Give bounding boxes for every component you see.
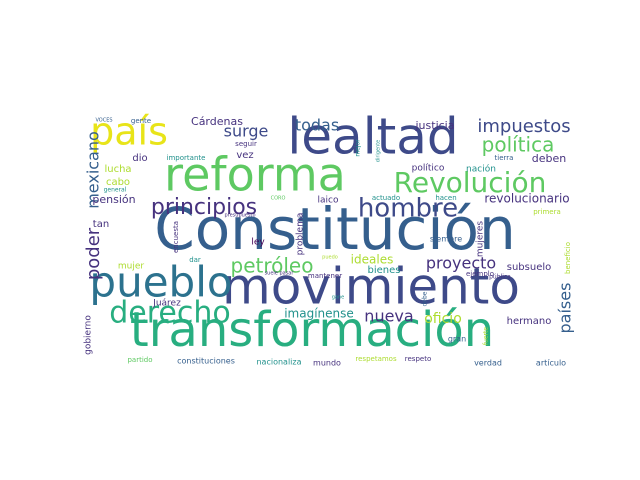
cloud-word: poder <box>83 227 104 280</box>
cloud-word: primera <box>533 208 561 216</box>
cloud-word: gran <box>448 335 466 344</box>
cloud-word: VOCES <box>95 118 112 124</box>
cloud-word: deben <box>532 152 567 165</box>
cloud-word: nación <box>466 164 496 175</box>
cloud-word: movimiento <box>222 258 520 316</box>
cloud-word: dirigente <box>376 140 382 162</box>
cloud-word: pueblo <box>89 258 232 307</box>
cloud-word: suele pasar <box>265 271 295 277</box>
cloud-word: reforma <box>164 148 346 202</box>
cloud-word: principios <box>151 195 257 220</box>
cloud-word: tierra <box>495 154 514 162</box>
cloud-word: ideales <box>351 253 394 267</box>
cloud-word: país <box>90 110 168 154</box>
cloud-word: puedo <box>322 255 338 261</box>
cloud-word: todas <box>295 116 339 135</box>
cloud-word: problema <box>296 213 306 256</box>
cloud-word: proyecto <box>426 254 496 273</box>
cloud-word: mantener <box>308 272 342 280</box>
cloud-word: mexicano <box>84 131 103 209</box>
cloud-word: dio <box>132 153 147 164</box>
cloud-word: oficio <box>424 311 462 327</box>
cloud-word: CORO <box>271 196 286 202</box>
cloud-word: respeto <box>405 355 431 363</box>
cloud-word: vez <box>236 150 253 161</box>
cloud-word: derecho <box>109 296 231 331</box>
cloud-word: mundo <box>313 359 341 368</box>
cloud-word: ejemplo <box>466 270 494 278</box>
cloud-word: dar <box>189 256 201 264</box>
cloud-word: pública <box>489 274 511 281</box>
cloud-word: ley <box>251 238 265 248</box>
cloud-word: mujer <box>118 262 145 272</box>
cloud-word: subsuelo <box>507 262 552 273</box>
cloud-word: lucha <box>104 164 131 175</box>
cloud-word: hombre <box>358 194 458 224</box>
cloud-word: justicia <box>415 119 455 132</box>
cloud-word: seguir <box>235 140 257 148</box>
cloud-word: actuado <box>372 194 400 202</box>
cloud-word: pensión <box>92 193 135 206</box>
cloud-word: general <box>104 187 127 194</box>
cloud-word: constituciones <box>177 357 235 366</box>
cloud-word: hermano <box>507 316 552 327</box>
cloud-word: surge <box>224 122 269 141</box>
cloud-word: impuestos <box>477 116 570 137</box>
cloud-word: fuerte <box>483 327 490 345</box>
cloud-word: hacen <box>435 194 456 202</box>
cloud-word: político <box>412 164 445 174</box>
cloud-word: laico <box>318 196 339 206</box>
cloud-word: Constitución <box>154 195 516 263</box>
cloud-word: cabo <box>106 177 130 188</box>
cloud-word: Cárdenas <box>191 115 243 128</box>
cloud-word: Revolución <box>394 166 547 199</box>
cloud-word: política <box>482 133 555 157</box>
cloud-word: mejor <box>355 139 362 157</box>
cloud-word: tan <box>93 219 109 230</box>
cloud-word: petróleo <box>231 254 314 278</box>
cloud-word: presupuesto <box>224 213 255 219</box>
cloud-word: Juárez <box>152 299 181 309</box>
cloud-word: países <box>556 283 575 334</box>
cloud-word: siempre <box>430 235 462 244</box>
cloud-word: nueva <box>364 307 413 326</box>
cloud-word: gobierno <box>84 315 94 355</box>
cloud-word: respetamos <box>355 355 397 363</box>
cloud-word: gente <box>131 117 151 125</box>
cloud-word: partido <box>127 356 152 364</box>
cloud-word: mujeres <box>476 221 486 258</box>
cloud-word: debe <box>422 291 429 306</box>
cloud-word: revolucionario <box>484 192 569 206</box>
cloud-word: importante <box>167 154 206 162</box>
cloud-word: nacionaliza <box>256 358 301 367</box>
cloud-word: verdad <box>474 359 502 368</box>
cloud-word: lealtad <box>287 108 458 166</box>
cloud-word: transformación <box>130 302 494 358</box>
cloud-word: beneficio <box>564 242 572 274</box>
cloud-word: imagínense <box>284 307 354 321</box>
cloud-word: gane <box>332 295 344 301</box>
cloud-word: encuesta <box>172 221 180 253</box>
cloud-word: bienes <box>368 265 401 276</box>
cloud-word: artículo <box>536 359 566 368</box>
